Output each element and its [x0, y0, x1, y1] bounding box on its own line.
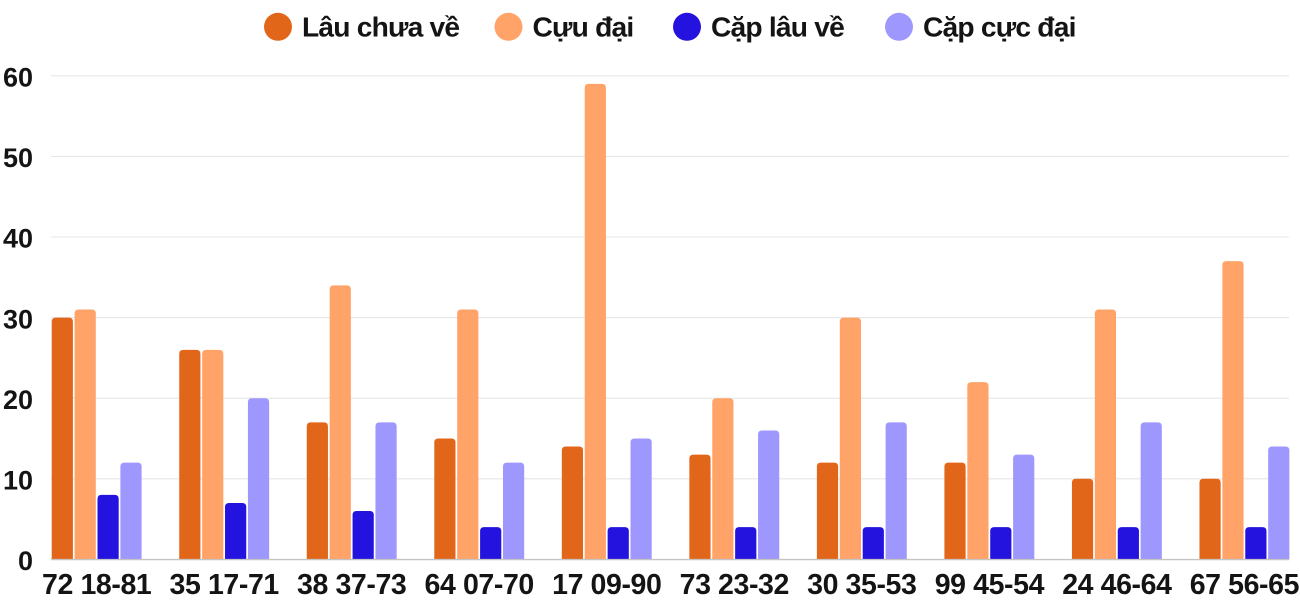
- svg-text:17 09-90: 17 09-90: [552, 569, 661, 600]
- svg-text:20: 20: [3, 385, 33, 415]
- svg-text:35 17-71: 35 17-71: [170, 569, 280, 600]
- svg-text:99 45-54: 99 45-54: [935, 569, 1045, 600]
- svg-text:30 35-53: 30 35-53: [807, 569, 916, 600]
- svg-text:24 46-64: 24 46-64: [1062, 569, 1172, 600]
- svg-text:30: 30: [3, 304, 33, 334]
- svg-text:67 56-65: 67 56-65: [1190, 569, 1300, 600]
- svg-text:Cặp lâu về: Cặp lâu về: [711, 11, 844, 43]
- svg-text:38 37-73: 38 37-73: [297, 569, 406, 600]
- svg-text:Cặp cực đại: Cặp cực đại: [923, 11, 1076, 43]
- svg-text:50: 50: [3, 143, 33, 173]
- svg-text:72 18-81: 72 18-81: [42, 569, 152, 600]
- svg-text:Cựu đại: Cựu đại: [533, 11, 634, 43]
- svg-text:64 07-70: 64 07-70: [425, 569, 534, 600]
- svg-text:60: 60: [3, 63, 33, 93]
- svg-text:0: 0: [18, 546, 33, 576]
- svg-text:10: 10: [3, 466, 33, 496]
- svg-text:73 23-32: 73 23-32: [680, 569, 789, 600]
- svg-text:Lâu chưa về: Lâu chưa về: [302, 11, 459, 43]
- svg-text:40: 40: [3, 224, 33, 254]
